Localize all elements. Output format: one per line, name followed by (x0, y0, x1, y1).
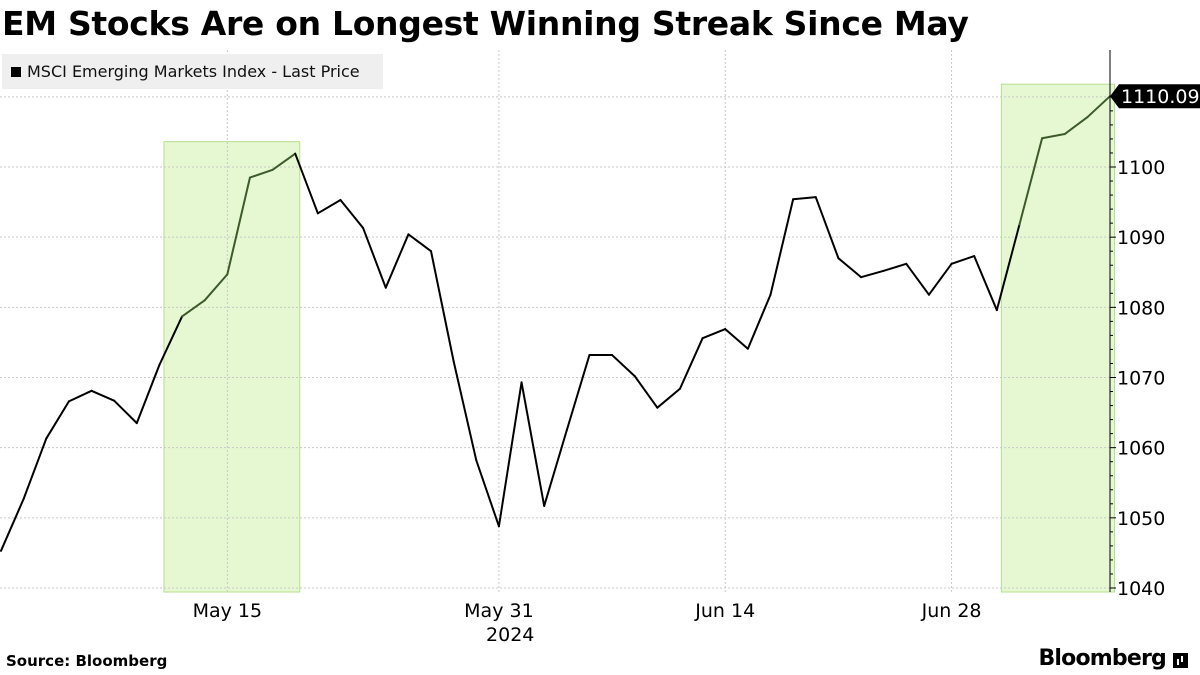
series-segment-20 (452, 360, 478, 462)
series-segment-33 (746, 293, 772, 350)
series-segment-41 (927, 262, 953, 296)
series-segment-16 (362, 227, 387, 289)
y-tick-label-1040: 1040 (1117, 578, 1165, 600)
series-segment-32 (724, 328, 749, 350)
series-segment-39 (882, 262, 908, 272)
series-segment-17 (384, 233, 410, 289)
brand-name: Bloomberg (1038, 646, 1166, 671)
series-segment-40 (905, 262, 930, 296)
series-segment-6 (135, 363, 161, 425)
y-tick-label-1060: 1060 (1117, 438, 1165, 460)
series-segment-29 (656, 387, 681, 409)
series-segment-48 (1086, 95, 1111, 119)
last-value-tag (1110, 84, 1200, 109)
series-segment-2 (45, 400, 70, 440)
footer-source: Source: Bloomberg (6, 652, 168, 670)
series-segment-31 (701, 328, 727, 340)
series-segment-44 (995, 223, 1021, 312)
y-tick-label-1070: 1070 (1117, 368, 1165, 390)
x-tick-label-jun-14: Jun 14 (694, 600, 755, 622)
series-segment-27 (611, 354, 636, 378)
series-segment-37 (837, 257, 863, 279)
last-value-label: 1110.09 (1121, 86, 1200, 108)
series-segment-45 (1018, 137, 1044, 226)
series-segment-46 (1041, 133, 1066, 140)
series-segment-5 (113, 399, 138, 425)
highlight-region-2 (1000, 83, 1116, 593)
x-axis: May 15 May 31 Jun 14 Jun 28 2024 (193, 600, 982, 646)
series-group (0, 95, 1111, 552)
gridlines (0, 50, 1110, 592)
y-tick-label-1090: 1090 (1117, 227, 1165, 249)
legend-swatch (11, 66, 21, 77)
x-tick-label-may-31: May 31 (464, 600, 534, 622)
series-segment-1 (22, 437, 48, 500)
series-segment-9 (203, 273, 229, 302)
legend: MSCI Emerging Markets Index - Last Price (2, 54, 383, 89)
series-segment-10 (226, 176, 251, 276)
series-segment-22 (497, 381, 523, 528)
y-tick-label-1050: 1050 (1117, 508, 1165, 530)
x-tick-label-jun-28: Jun 28 (921, 600, 982, 622)
series-segment-36 (814, 196, 840, 260)
bloomberg-chart-icon (1173, 653, 1188, 668)
series-segment-0 (0, 497, 25, 552)
series-segment-13 (294, 152, 319, 215)
y-tick-label-1100: 1100 (1117, 157, 1165, 179)
series-segment-28 (633, 375, 659, 409)
series-segment-23 (520, 381, 546, 507)
highlight-region-1 (163, 141, 301, 593)
series-segment-18 (407, 233, 433, 253)
series-segment-34 (769, 198, 795, 296)
series-segment-30 (678, 337, 704, 390)
series-segment-7 (158, 315, 184, 366)
y-axis: 1040 1050 1060 1070 1080 1090 1100 1110.09 (1109, 50, 1200, 600)
series-segment-3 (67, 389, 93, 403)
x-tick-label-may-15: May 15 (193, 600, 263, 622)
legend-label: MSCI Emerging Markets Index - Last Price (27, 62, 360, 81)
series-segment-38 (860, 269, 885, 279)
series-segment-43 (973, 255, 998, 312)
series-segment-24 (543, 429, 568, 507)
series-segment-12 (271, 152, 297, 171)
series-segment-25 (565, 354, 591, 432)
chart-title: EM Stocks Are on Longest Winning Streak … (2, 4, 969, 43)
x-year-label: 2024 (486, 624, 534, 646)
series-segment-42 (950, 255, 976, 265)
series-segment-35 (792, 196, 817, 201)
series-segment-4 (90, 389, 116, 402)
series-segment-21 (475, 459, 500, 528)
series-segment-11 (248, 168, 274, 179)
highlight-regions (163, 83, 1116, 593)
y-tick-label-1080: 1080 (1117, 297, 1165, 319)
series-segment-8 (181, 299, 206, 318)
series-segment-14 (316, 198, 342, 215)
brand-logo: Bloomberg (1038, 646, 1188, 671)
series-segment-47 (1063, 116, 1089, 136)
series-segment-19 (430, 250, 455, 363)
series-segment-15 (339, 198, 365, 230)
